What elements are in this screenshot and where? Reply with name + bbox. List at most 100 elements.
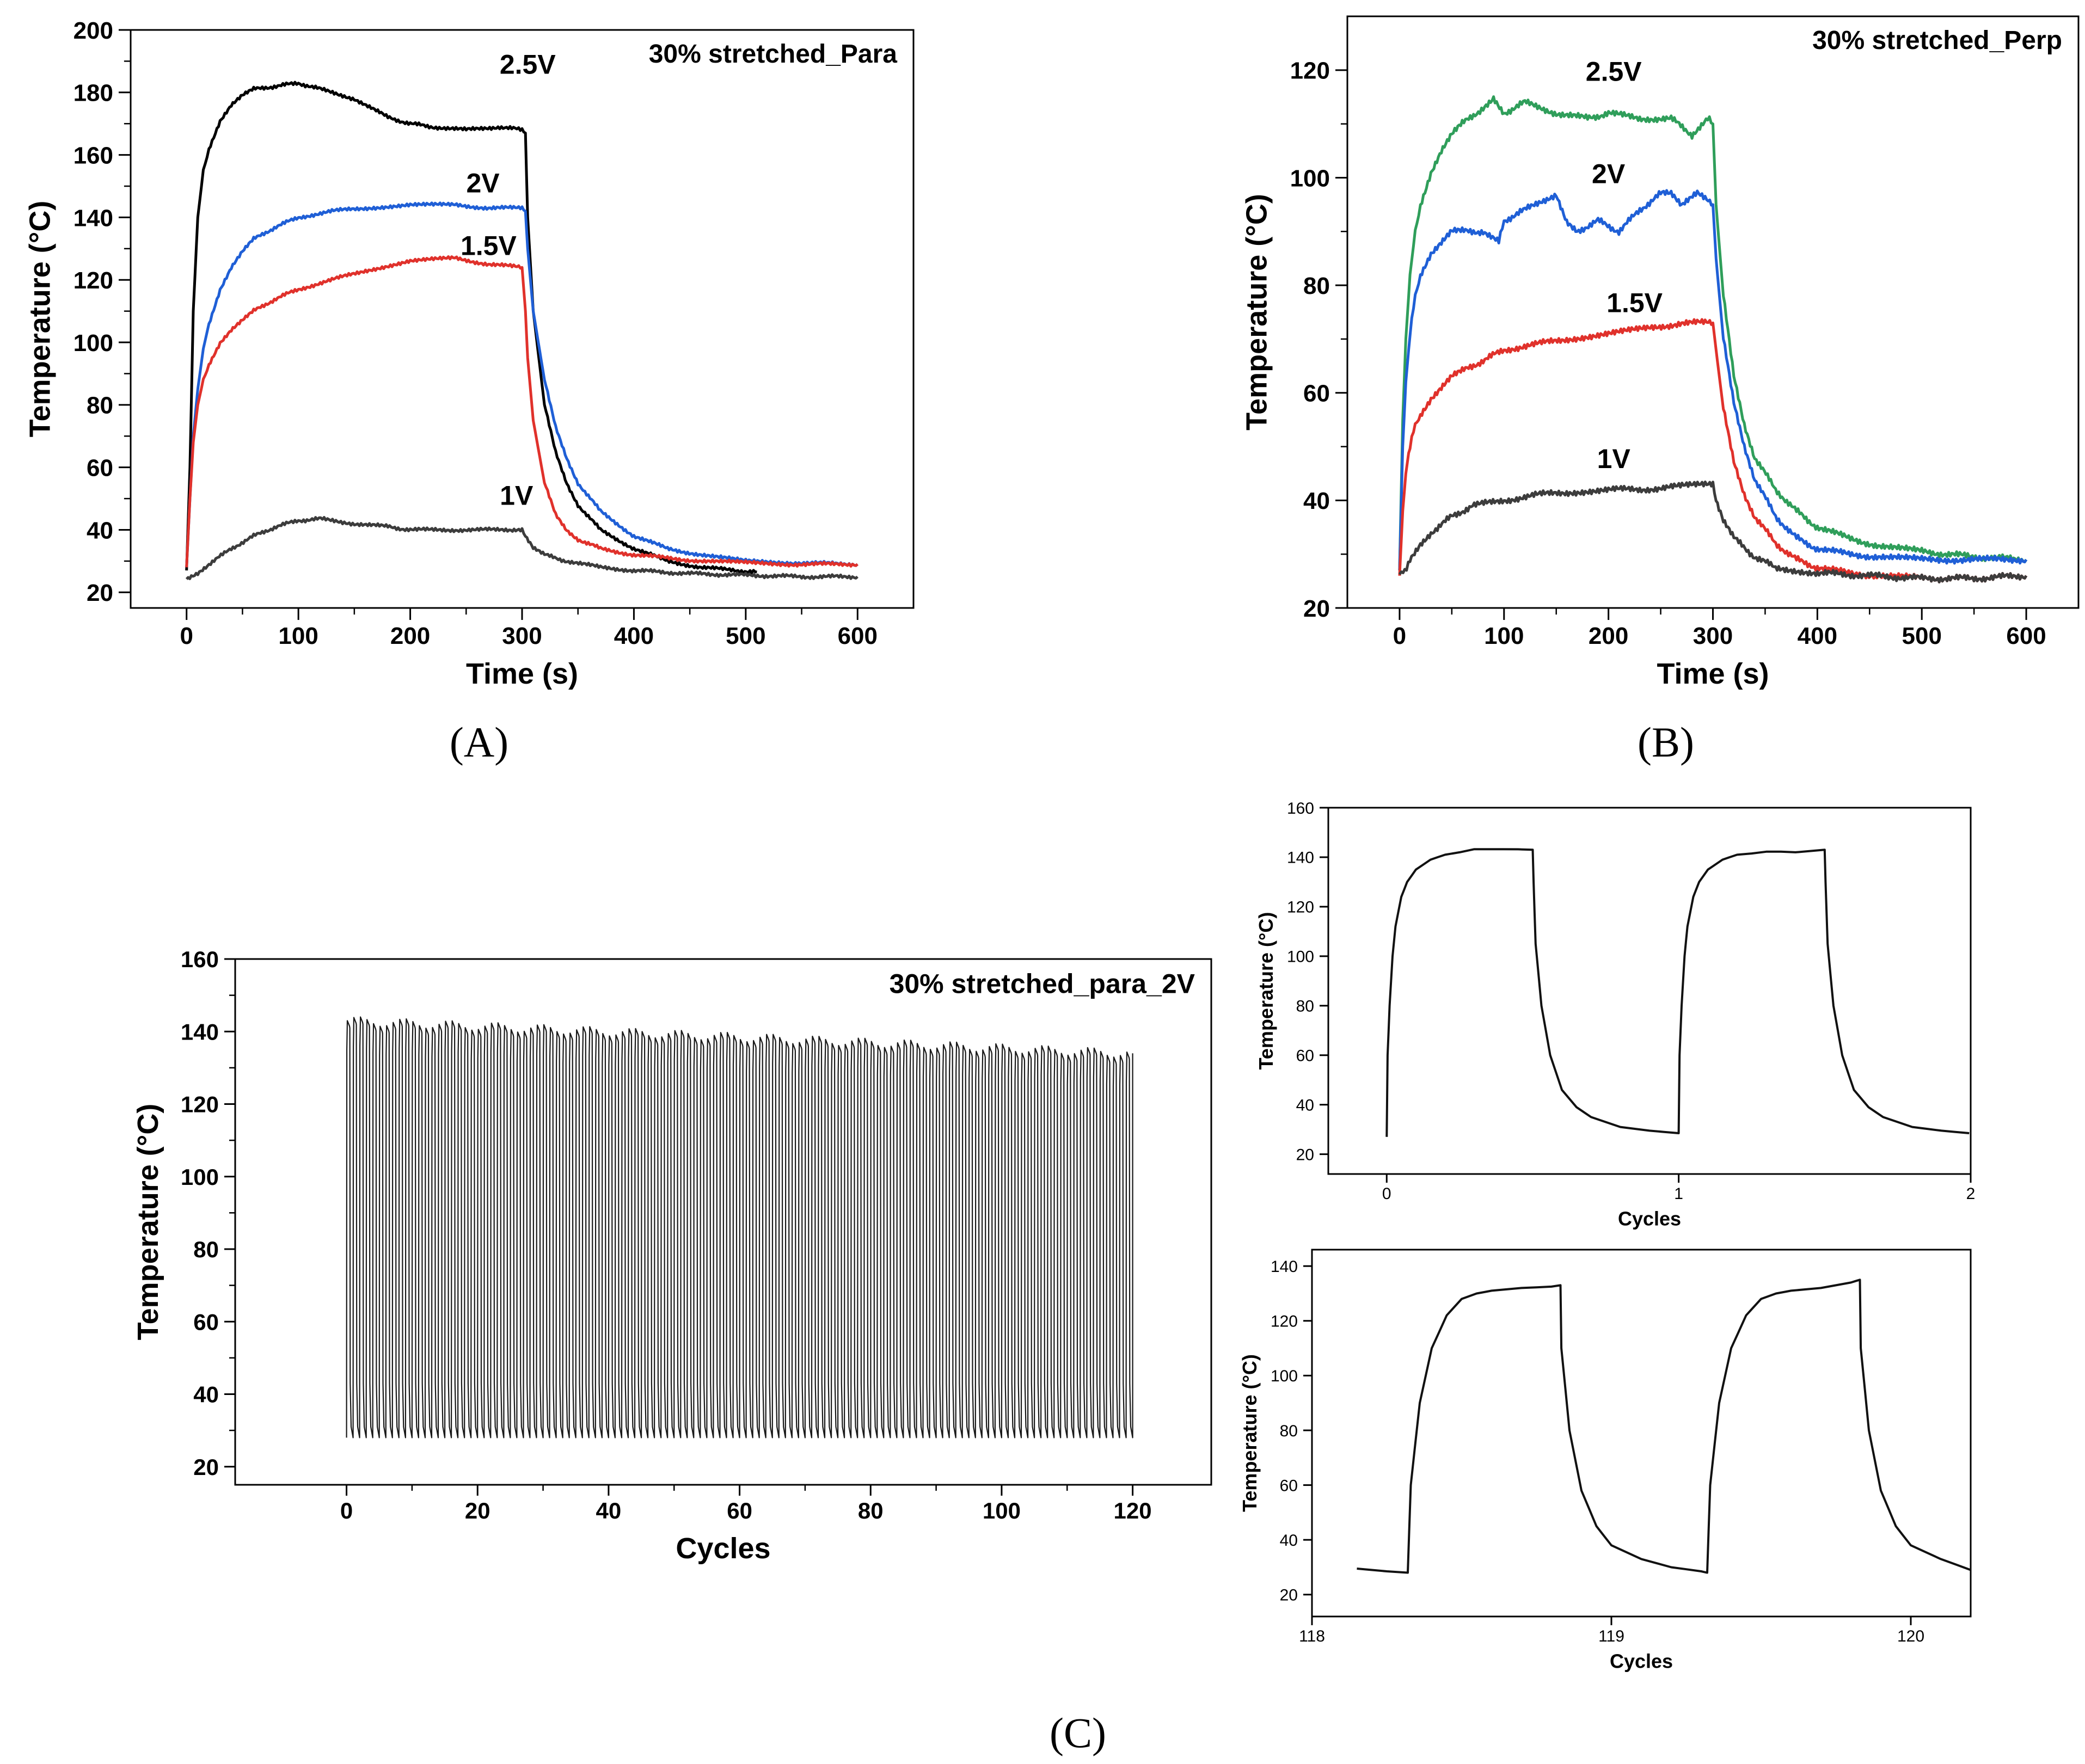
x-tick-label: 120 (1897, 1627, 1924, 1645)
series-label: 2V (1592, 158, 1626, 189)
x-tick-label: 2 (1966, 1185, 1976, 1203)
x-axis-label: Time (s) (466, 657, 578, 690)
x-tick-label: 20 (465, 1498, 490, 1523)
x-tick-label: 200 (1589, 623, 1628, 649)
x-tick-label: 0 (180, 623, 193, 649)
x-tick-label: 1 (1674, 1185, 1683, 1203)
x-axis-label: Cycles (676, 1532, 770, 1565)
x-tick-label: 200 (390, 623, 430, 649)
x-tick-label: 400 (614, 623, 654, 649)
series-line-cycling (346, 1016, 1133, 1439)
x-tick-label: 400 (1798, 623, 1837, 649)
y-tick-label: 60 (87, 455, 113, 482)
series-line-2-5v (185, 81, 757, 575)
y-tick-label: 80 (193, 1237, 219, 1262)
series-line-1-5v (185, 255, 858, 568)
series-label: 2V (467, 168, 500, 199)
plot-frame (234, 958, 1212, 1486)
y-tick-label: 120 (1271, 1313, 1298, 1331)
series-line-cycles-0-2 (1385, 848, 1970, 1137)
chart-c-main: 0 20 40 60 80 100 120 20 40 60 80 100 120 140 160 Cycle… (132, 946, 1212, 1565)
y-tick-label: 20 (1280, 1587, 1298, 1605)
y-tick-label: 80 (1280, 1422, 1298, 1440)
y-tick-label: 80 (1296, 998, 1314, 1016)
x-axis-label: Cycles (1618, 1208, 1681, 1230)
y-axis-label: Temperature (°C) (1255, 912, 1277, 1070)
chart-title: 30% stretched_Para (649, 40, 898, 69)
chart-b: 0 100 200 300 400 500 600 20 40 60 80 100 120 Time (s… (1241, 15, 2080, 690)
x-tick-label: 0 (1382, 1185, 1391, 1203)
chart-title: 30% stretched_Perp (1812, 26, 2062, 55)
x-tick-label: 500 (1902, 623, 1942, 649)
x-tick-label: 120 (1114, 1498, 1152, 1523)
series-line-1v (185, 516, 858, 580)
chart-title: 30% stretched_para_2V (890, 969, 1195, 999)
y-tick-label: 20 (1303, 595, 1330, 622)
y-axis-label: Temperature (°C) (1238, 1354, 1261, 1512)
y-tick-label: 40 (1303, 488, 1330, 514)
x-tick-label: 118 (1299, 1627, 1325, 1645)
series-line-1-5v (1398, 318, 2028, 583)
y-tick-label: 140 (1271, 1258, 1298, 1276)
y-tick-label: 20 (193, 1454, 219, 1480)
plot-frame (1327, 807, 1972, 1175)
series-line-2v (1398, 189, 2028, 570)
x-tick-label: 0 (1393, 623, 1406, 649)
y-tick-label: 140 (181, 1019, 219, 1044)
x-axis-label: Time (s) (1657, 657, 1769, 690)
x-axis-label: Cycles (1610, 1650, 1673, 1673)
series-label: 2.5V (1586, 57, 1642, 87)
y-tick-label: 140 (1287, 849, 1314, 867)
x-tick-label: 40 (596, 1498, 622, 1523)
panel-label-b: (B) (1638, 718, 1694, 766)
y-axis-label: Temperature (°C) (132, 1104, 164, 1341)
x-tick-label: 100 (278, 623, 318, 649)
y-tick-label: 100 (1271, 1367, 1298, 1385)
y-tick-label: 160 (73, 142, 113, 169)
y-tick-label: 20 (87, 580, 113, 606)
series-label: 1V (500, 481, 533, 511)
y-tick-label: 60 (1296, 1047, 1314, 1065)
x-tick-label: 600 (2006, 623, 2046, 649)
y-tick-label: 40 (87, 517, 113, 544)
x-tick-label: 300 (1693, 623, 1733, 649)
y-tick-label: 160 (1287, 800, 1314, 818)
panel-label-a: (A) (450, 718, 508, 766)
y-tick-label: 60 (1280, 1477, 1298, 1495)
y-tick-label: 120 (1287, 899, 1314, 917)
x-tick-label: 100 (983, 1498, 1021, 1523)
series-label: 1.5V (1606, 288, 1663, 318)
series-line-2v (185, 201, 858, 568)
y-tick-label: 80 (87, 392, 113, 419)
x-tick-label: 300 (502, 623, 542, 649)
x-tick-label: 100 (1484, 623, 1524, 649)
chart-c-inset-bottom: 118 119 120 20 40 60 80 100 120 140 Cycles Temperat… (1238, 1249, 1972, 1673)
y-tick-label: 100 (73, 330, 113, 357)
chart-a: 0 100 200 300 400 500 600 20 40 60 80 100 120 140 160 1… (24, 17, 915, 690)
y-tick-label: 40 (1280, 1532, 1298, 1550)
y-tick-label: 160 (181, 946, 219, 972)
y-tick-label: 60 (1303, 380, 1330, 407)
chart-c-inset-top: 0 1 2 20 40 60 80 100 120 140 160 Cycles Temperature… (1255, 800, 1975, 1230)
y-axis-label: Temperature (°C) (1241, 194, 1273, 431)
y-tick-label: 120 (73, 267, 113, 294)
x-tick-label: 500 (726, 623, 765, 649)
y-tick-label: 120 (1290, 58, 1330, 84)
y-tick-label: 120 (181, 1092, 219, 1117)
y-tick-label: 140 (73, 205, 113, 231)
y-tick-label: 100 (181, 1164, 219, 1190)
series-line-cycles-118-120 (1357, 1279, 1971, 1574)
series-line-1v (1398, 480, 2028, 583)
series-label: 2.5V (500, 49, 556, 79)
panel-label-c: (C) (1050, 1709, 1106, 1756)
y-tick-label: 100 (1287, 948, 1314, 966)
x-tick-label: 119 (1598, 1627, 1624, 1645)
plot-frame (1346, 15, 2080, 609)
x-tick-label: 0 (340, 1498, 353, 1523)
y-axis-label: Temperature (°C) (24, 201, 57, 438)
y-tick-label: 20 (1296, 1146, 1314, 1164)
series-line-2-5v (1398, 95, 2028, 570)
series-label: 1V (1597, 444, 1631, 474)
y-tick-label: 40 (1296, 1096, 1314, 1114)
y-tick-label: 100 (1290, 165, 1330, 192)
